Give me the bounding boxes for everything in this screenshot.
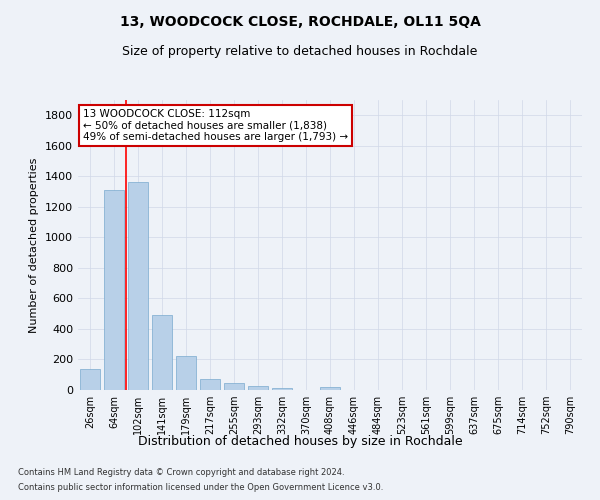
Bar [128, 182, 148, 390]
Bar [200, 378, 220, 390]
Bar [152, 315, 172, 390]
Bar [104, 190, 124, 390]
Bar [224, 383, 244, 390]
Text: Contains HM Land Registry data © Crown copyright and database right 2024.: Contains HM Land Registry data © Crown c… [18, 468, 344, 477]
Bar [80, 368, 100, 390]
Text: 13 WOODCOCK CLOSE: 112sqm
← 50% of detached houses are smaller (1,838)
49% of se: 13 WOODCOCK CLOSE: 112sqm ← 50% of detac… [83, 108, 348, 142]
Text: 13, WOODCOCK CLOSE, ROCHDALE, OL11 5QA: 13, WOODCOCK CLOSE, ROCHDALE, OL11 5QA [119, 15, 481, 29]
Bar [176, 356, 196, 390]
Bar [248, 386, 268, 390]
Text: Size of property relative to detached houses in Rochdale: Size of property relative to detached ho… [122, 45, 478, 58]
Y-axis label: Number of detached properties: Number of detached properties [29, 158, 40, 332]
Text: Contains public sector information licensed under the Open Government Licence v3: Contains public sector information licen… [18, 483, 383, 492]
Bar [272, 388, 292, 390]
Text: Distribution of detached houses by size in Rochdale: Distribution of detached houses by size … [137, 435, 463, 448]
Bar [320, 387, 340, 390]
